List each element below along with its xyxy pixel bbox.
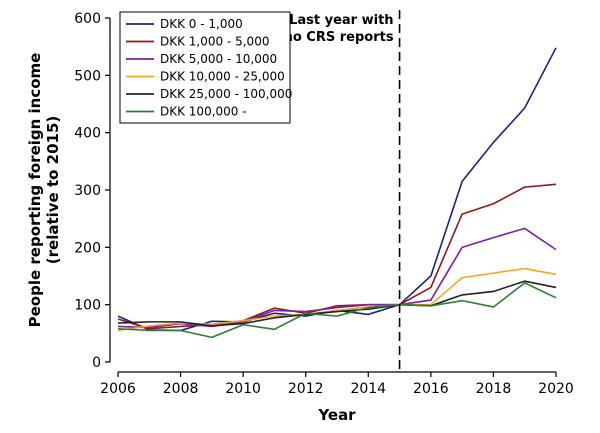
- x-tick-label-2012: 2012: [288, 381, 324, 397]
- x-tick-label-2006: 2006: [100, 381, 136, 397]
- x-tick-label-2020: 2020: [538, 381, 574, 397]
- annotation-text: Last year with no CRS reports: [284, 13, 394, 45]
- x-tick-label-2008: 2008: [163, 381, 199, 397]
- legend-label-3: DKK 5,000 - 10,000: [160, 52, 277, 66]
- x-tick-label-2016: 2016: [413, 381, 449, 397]
- y-tick-label-100: 100: [74, 298, 101, 314]
- series-line-3: [117, 227, 557, 329]
- y-tick-label-400: 400: [74, 126, 101, 142]
- y-axis-title-line-2: (relative to 2015): [44, 116, 62, 264]
- x-axis-title: Year: [317, 406, 356, 424]
- legend-box: [119, 11, 291, 124]
- x-tick-label-2014: 2014: [350, 381, 386, 397]
- chart-marks: [117, 47, 557, 339]
- series-line-2: [117, 183, 557, 330]
- chart-legend: DKK 0 - 1,000 DKK 1,000 - 5,000 DKK 5,000 …: [119, 11, 292, 124]
- legend-label-1: DKK 0 - 1,000: [160, 17, 243, 31]
- legend-label-4: DKK 10,000 - 25,000: [160, 70, 285, 84]
- series-line-4: [117, 267, 557, 332]
- y-axis-title: People reporting foreign income(relative…: [26, 53, 62, 328]
- x-tick-label-2010: 2010: [225, 381, 261, 397]
- y-tick-label-600: 600: [74, 11, 101, 27]
- y-tick-label-200: 200: [74, 240, 101, 256]
- legend-label-2: DKK 1,000 - 5,000: [160, 35, 269, 49]
- chart-annotation: Last year with no CRS reports: [284, 10, 401, 372]
- legend-label-6: DKK 100,000 -: [160, 105, 247, 119]
- y-axis-title-line-1: People reporting foreign income: [26, 53, 44, 328]
- y-tick-label-300: 300: [74, 183, 101, 199]
- legend-label-5: DKK 25,000 - 100,000: [160, 87, 292, 101]
- x-tick-label-2018: 2018: [476, 381, 512, 397]
- series-line-6: [117, 282, 557, 339]
- y-tick-label-0: 0: [92, 355, 101, 371]
- y-tick-label-500: 500: [74, 68, 101, 84]
- annotation-text-line-2: no CRS reports: [284, 30, 394, 45]
- annotation-text-line-1: Last year with: [289, 13, 393, 28]
- chart-axes: 0 100 200 300 400 500 600 2006 2008 2010 2012 2014 2…: [26, 11, 574, 424]
- series-line-5: [117, 280, 557, 327]
